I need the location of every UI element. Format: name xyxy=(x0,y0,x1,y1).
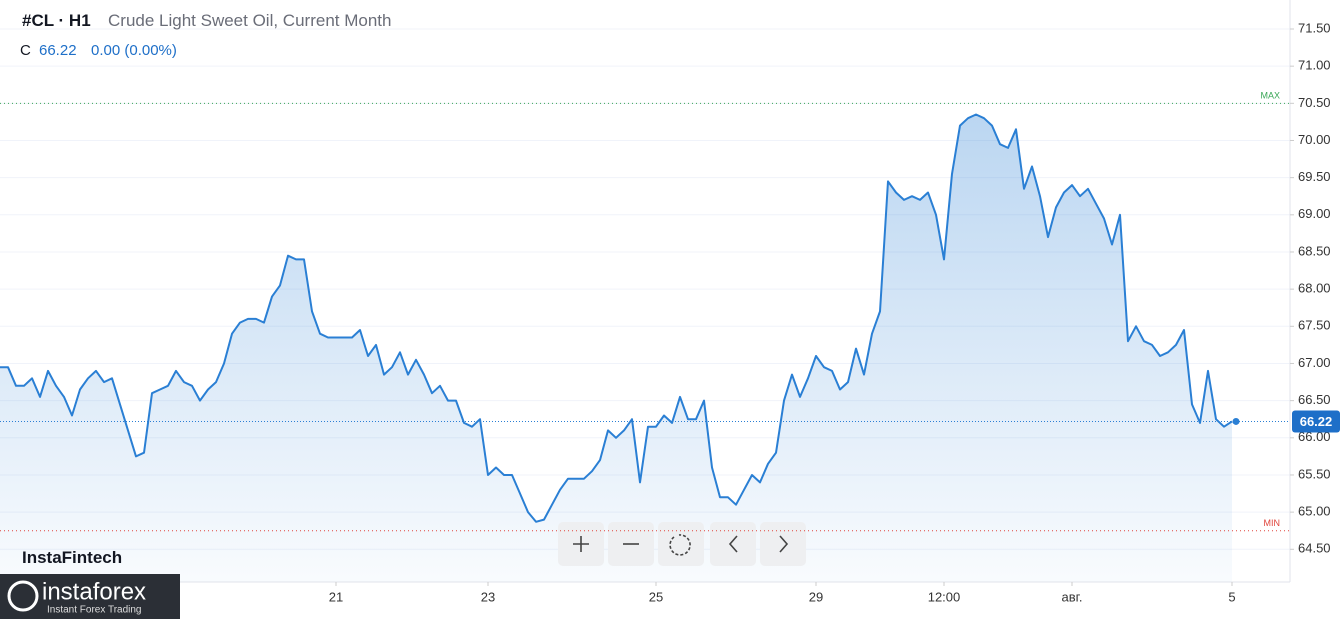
logo-icon xyxy=(7,580,39,612)
max-line-label: MAX xyxy=(1260,91,1280,101)
symbol: #CL · H1 xyxy=(22,11,91,30)
logo: instaforex Instant Forex Trading xyxy=(0,574,180,619)
last-price: 66.22 xyxy=(39,42,77,59)
watermark: InstaFintech xyxy=(22,548,123,567)
price-change: 0.00 (0.00%) xyxy=(91,42,177,59)
scroll-left-button[interactable] xyxy=(710,522,756,566)
x-tick-label: 23 xyxy=(481,589,495,604)
x-tick-label: 29 xyxy=(809,589,823,604)
logo-text: instaforex xyxy=(42,578,146,605)
price-line xyxy=(0,113,1233,523)
min-line-label: MIN xyxy=(1264,518,1281,528)
last-price-box xyxy=(1292,410,1340,433)
y-tick-label: 66.50 xyxy=(1298,392,1331,407)
x-tick-label: авг. xyxy=(1062,589,1083,604)
y-tick-label: 65.00 xyxy=(1298,504,1331,519)
last-price-label: 66.22 xyxy=(1300,414,1333,429)
y-tick-label: 71.50 xyxy=(1298,20,1331,35)
description: Crude Light Sweet Oil, Current Month xyxy=(108,11,392,30)
y-tick-label: 68.50 xyxy=(1298,243,1331,258)
scroll-right-button[interactable] xyxy=(760,522,806,566)
x-tick-label: 12:00 xyxy=(928,589,961,604)
y-tick-label: 70.00 xyxy=(1298,132,1331,147)
x-tick-label: 21 xyxy=(329,589,343,604)
y-tick-label: 64.50 xyxy=(1298,541,1331,556)
y-tick-label: 66.00 xyxy=(1298,429,1331,444)
y-tick-label: 67.50 xyxy=(1298,318,1331,333)
reset-button[interactable] xyxy=(658,522,704,566)
y-tick-label: 71.00 xyxy=(1298,58,1331,73)
y-tick-label: 65.50 xyxy=(1298,466,1331,481)
right-icon xyxy=(779,535,789,553)
reset-icon xyxy=(669,534,691,556)
logo-background xyxy=(0,574,180,619)
x-tick-label: 25 xyxy=(649,589,663,604)
left-icon xyxy=(728,535,738,553)
close-label: C xyxy=(20,42,31,59)
y-tick-label: 69.00 xyxy=(1298,206,1331,221)
x-tick-label: 5 xyxy=(1228,589,1235,604)
y-tick-label: 68.00 xyxy=(1298,281,1331,296)
y-tick-label: 70.50 xyxy=(1298,95,1331,110)
zoom-controls xyxy=(558,522,806,566)
logo-tagline: Instant Forex Trading xyxy=(47,605,142,616)
plus-icon xyxy=(573,536,589,552)
y-tick-label: 69.50 xyxy=(1298,169,1331,184)
y-tick-label: 67.00 xyxy=(1298,355,1331,370)
area-fill xyxy=(0,114,1232,582)
